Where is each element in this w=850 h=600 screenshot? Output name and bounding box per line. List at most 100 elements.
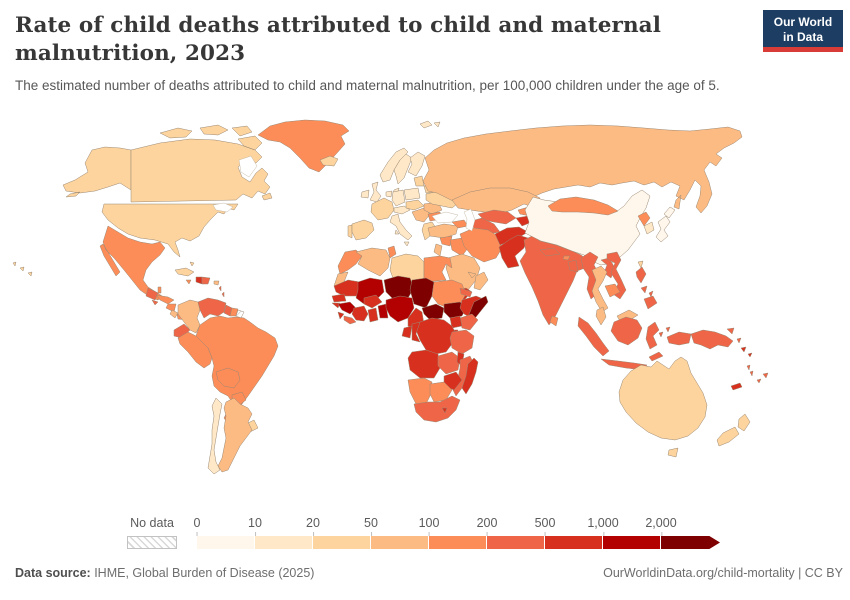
country-levant[interactable]: [433, 243, 443, 257]
country-peru[interactable]: [177, 331, 213, 369]
legend-segment-500-1,000[interactable]: [545, 536, 602, 549]
country-portugal[interactable]: [347, 224, 353, 239]
country-fiji[interactable]: [756, 372, 769, 384]
country-finland[interactable]: [407, 151, 426, 177]
country-philippines[interactable]: [635, 266, 658, 310]
country-cuba[interactable]: [174, 267, 195, 277]
country-north-korea[interactable]: [637, 211, 651, 227]
country-tanzania[interactable]: [449, 329, 475, 355]
country-bangladesh[interactable]: [567, 259, 579, 273]
country-papua-new-guinea[interactable]: [690, 327, 742, 350]
legend-segment-20-50[interactable]: [313, 536, 370, 549]
legend-segment-2,000+[interactable]: [661, 536, 720, 549]
country-uganda[interactable]: [449, 315, 463, 329]
country-taiwan[interactable]: [637, 260, 644, 269]
country-spain[interactable]: [351, 219, 375, 241]
country-puerto-rico[interactable]: [213, 280, 220, 286]
country-sri-lanka[interactable]: [549, 315, 559, 327]
country-venezuela[interactable]: [197, 297, 227, 319]
country-drc[interactable]: [415, 317, 457, 355]
country-belize[interactable]: [157, 286, 162, 294]
country-liberia[interactable]: [343, 315, 357, 325]
country-guatemala[interactable]: [145, 287, 159, 301]
country-new-caledonia[interactable]: [730, 382, 743, 391]
country-australia[interactable]: [618, 356, 708, 458]
country-vanuatu[interactable]: [746, 364, 754, 377]
country-afghanistan[interactable]: [494, 226, 529, 246]
country-costa-rica[interactable]: [169, 309, 179, 319]
country-chile[interactable]: [207, 397, 223, 475]
country-chad[interactable]: [409, 277, 435, 309]
country-nicaragua[interactable]: [165, 303, 177, 313]
footer-credit-link[interactable]: OurWorldinData.org/child-mortality | CC …: [603, 566, 843, 580]
legend-segment-1,000-2,000[interactable]: [603, 536, 660, 549]
country-south-korea[interactable]: [643, 221, 655, 235]
country-eritrea[interactable]: [459, 287, 473, 298]
country-burkina-faso[interactable]: [363, 294, 383, 309]
country-haiti[interactable]: [195, 276, 203, 285]
country-jamaica[interactable]: [185, 279, 192, 285]
country-congo[interactable]: [411, 321, 421, 343]
country-south-africa[interactable]: [413, 395, 461, 423]
country-ireland[interactable]: [360, 189, 370, 199]
country-greenland[interactable]: [257, 119, 350, 173]
country-bolivia[interactable]: [215, 367, 241, 389]
country-togo-benin[interactable]: [377, 303, 389, 319]
country-ghana[interactable]: [367, 307, 379, 323]
country-vietnam[interactable]: [606, 251, 627, 300]
legend-segment-100-200[interactable]: [429, 536, 486, 549]
country-benelux[interactable]: [385, 190, 393, 198]
country-sweden[interactable]: [393, 153, 413, 185]
legend-segment-200-500[interactable]: [487, 536, 544, 549]
country-mongolia[interactable]: [547, 196, 619, 216]
country-united-kingdom[interactable]: [369, 181, 382, 203]
country-turkey[interactable]: [427, 223, 459, 239]
country-france[interactable]: [370, 197, 395, 221]
country-sierra-leone[interactable]: [337, 311, 345, 320]
country-bhutan[interactable]: [562, 255, 571, 261]
country-el-salvador[interactable]: [151, 299, 159, 306]
legend-no-data-swatch[interactable]: [127, 536, 177, 549]
country-pakistan[interactable]: [498, 234, 529, 269]
country-syria[interactable]: [439, 235, 453, 247]
country-nepal[interactable]: [539, 247, 561, 257]
legend-segment-0-10[interactable]: [197, 536, 254, 549]
country-canada[interactable]: [130, 124, 273, 203]
country-svalbard[interactable]: [419, 120, 441, 129]
country-baltics[interactable]: [413, 175, 425, 187]
country-angola[interactable]: [407, 349, 441, 379]
country-dominican-republic[interactable]: [201, 276, 211, 285]
country-tunisia[interactable]: [387, 245, 397, 259]
country-japan[interactable]: [655, 206, 676, 243]
country-iran[interactable]: [459, 227, 503, 263]
country-madagascar[interactable]: [461, 357, 479, 395]
country-kenya[interactable]: [459, 313, 479, 331]
country-mexico[interactable]: [99, 225, 166, 301]
country-ivory-coast[interactable]: [351, 305, 369, 322]
country-timor[interactable]: [648, 351, 664, 362]
country-oman[interactable]: [473, 271, 489, 291]
country-balkans[interactable]: [411, 207, 431, 223]
country-new-zealand[interactable]: [716, 413, 751, 447]
country-lesotho[interactable]: [441, 407, 448, 414]
owid-logo[interactable]: Our World in Data: [763, 10, 843, 52]
country-thailand[interactable]: [591, 265, 609, 313]
country-cambodia[interactable]: [604, 283, 621, 298]
country-italy[interactable]: [389, 213, 413, 247]
country-iceland[interactable]: [319, 155, 339, 167]
country-poland[interactable]: [403, 187, 421, 201]
country-germany[interactable]: [391, 189, 406, 207]
country-czech-hungary[interactable]: [405, 199, 425, 211]
country-central-african-republic[interactable]: [421, 303, 445, 321]
country-solomon-islands[interactable]: [740, 346, 753, 358]
country-zambia[interactable]: [437, 351, 461, 375]
legend-segment-10-20[interactable]: [255, 536, 312, 549]
country-lesser-antilles[interactable]: [218, 285, 225, 298]
country-bahamas[interactable]: [189, 261, 195, 267]
country-argentina[interactable]: [217, 397, 253, 473]
country-uae[interactable]: [467, 271, 477, 279]
legend-segment-50-100[interactable]: [371, 536, 428, 549]
country-algeria[interactable]: [355, 247, 391, 277]
country-russia[interactable]: [422, 124, 743, 214]
country-honduras[interactable]: [155, 294, 175, 305]
